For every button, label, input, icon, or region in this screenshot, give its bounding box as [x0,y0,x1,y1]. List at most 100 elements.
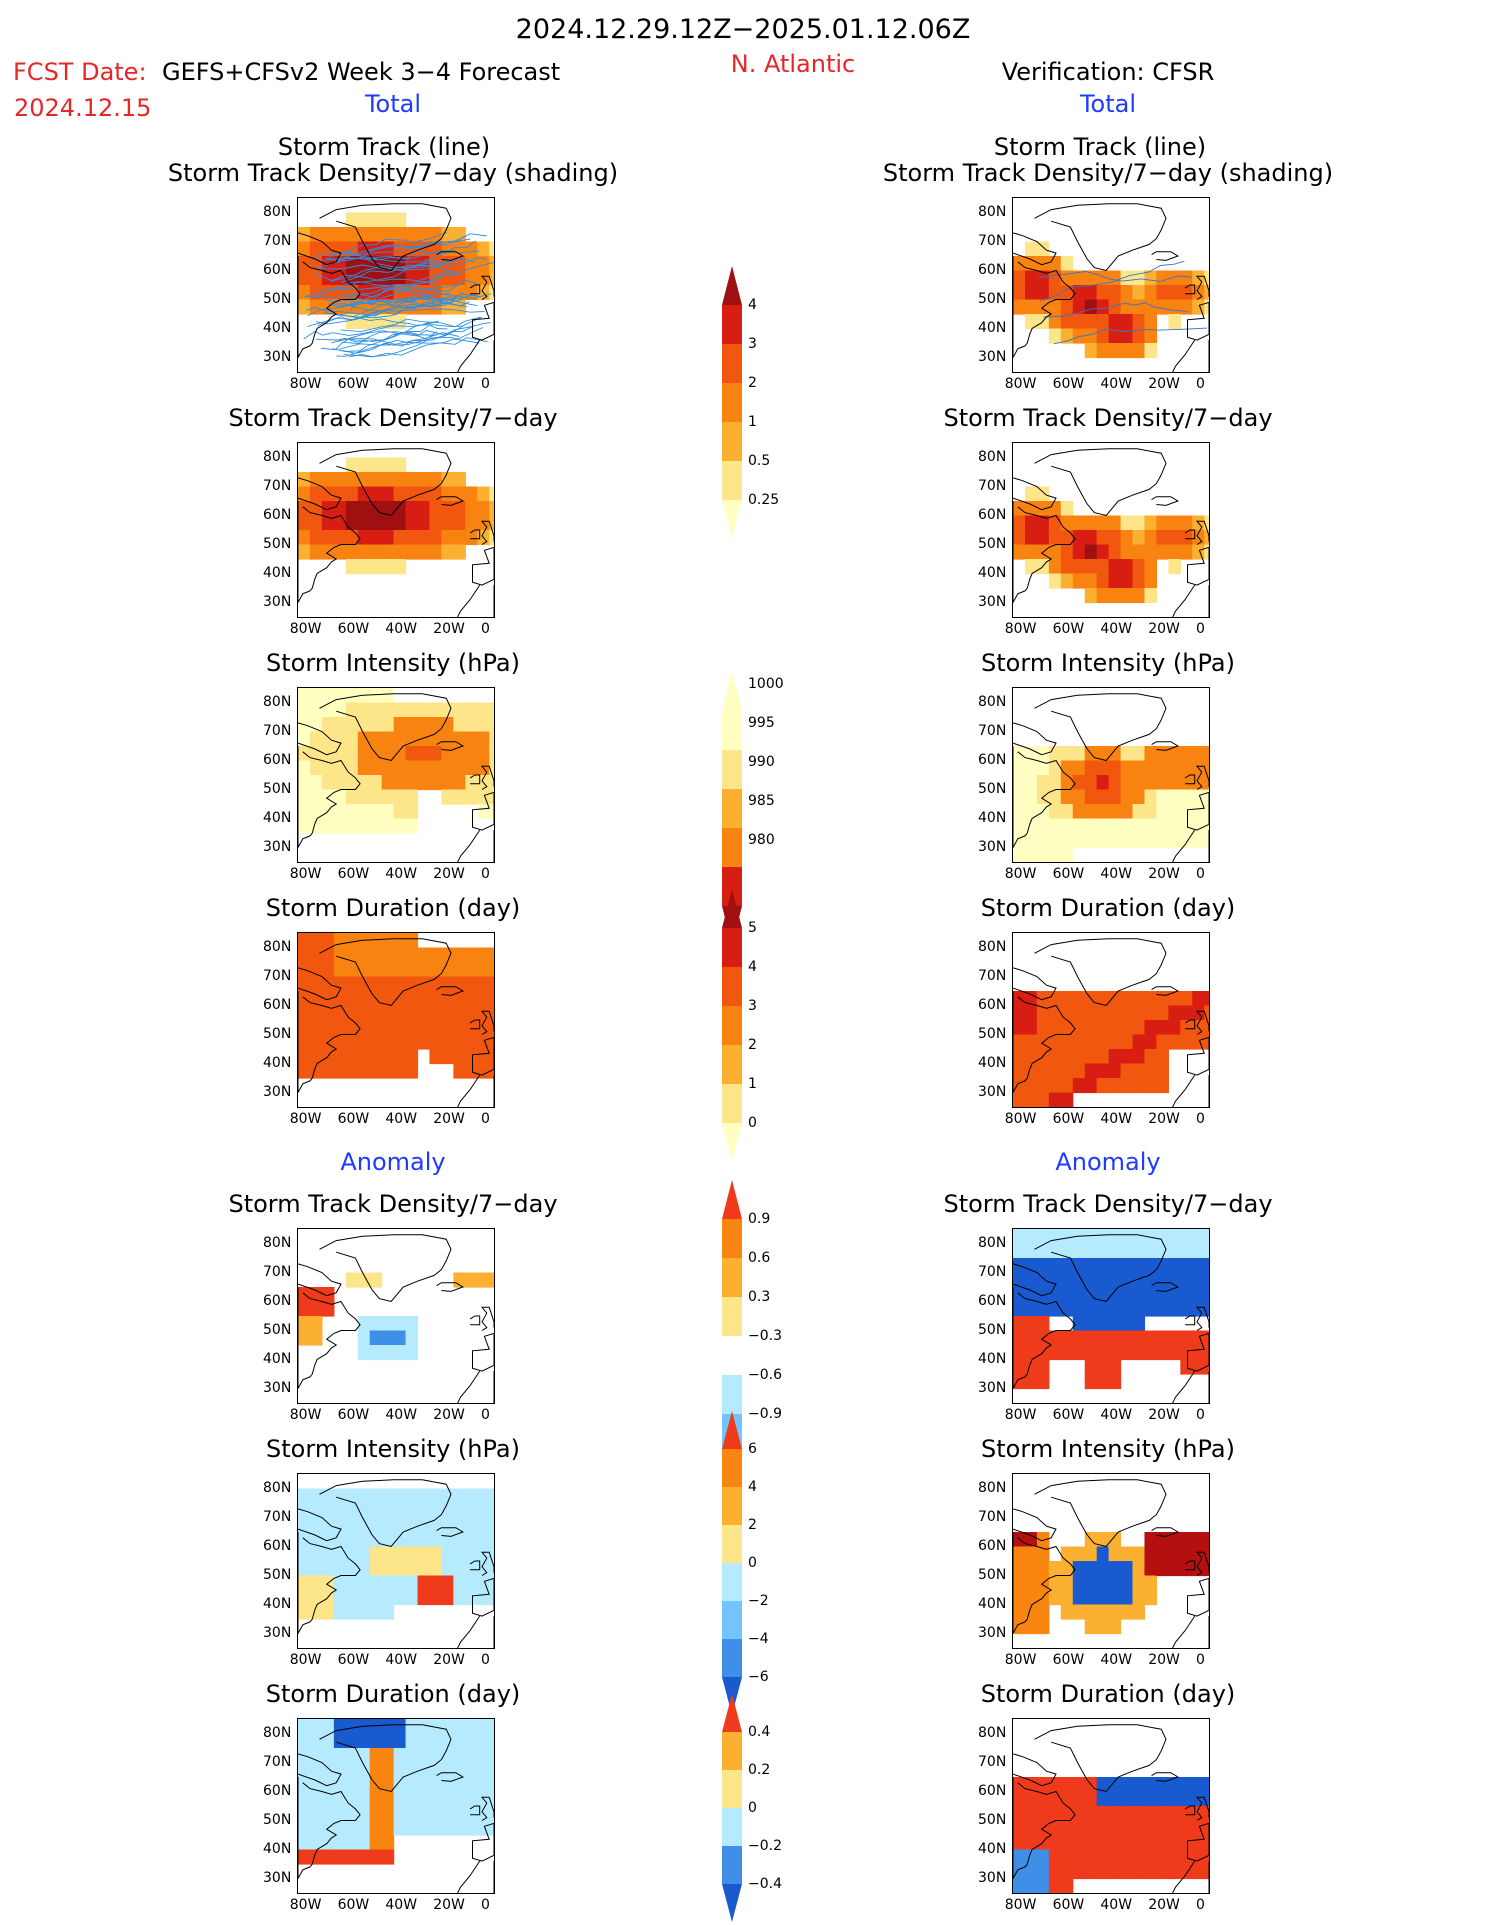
lat-tick-label: 50N [263,290,292,307]
grid-cell [405,1316,419,1332]
grid-cell [1168,1806,1181,1822]
coastline [480,275,494,300]
grid-cell [1132,515,1146,531]
grid-cell [1060,530,1074,546]
lon-tick-label: 20W [433,1407,465,1423]
panel-title-vf-duration: Storm Duration (day) [980,894,1236,922]
grid-cell [1120,544,1134,560]
grid-cell [1132,818,1146,834]
grid-cell [1036,1878,1050,1893]
grid-cell [441,1503,454,1519]
grid-cell [1132,1575,1146,1591]
grid-cell [381,1806,395,1822]
grid-cell [309,1791,323,1807]
grid-cell [321,775,335,791]
grid-cell [477,1532,490,1548]
lon-tick-label: 80W [289,866,322,882]
grid-cell [1108,1835,1122,1851]
grid-cell [405,1532,419,1548]
grid-cell [429,472,443,488]
grid-cell [441,962,454,978]
grid-cell [1168,530,1181,546]
storm-track-line [348,338,480,358]
grid-cell [333,1517,347,1533]
grid-cell [309,1034,323,1050]
grid-cell [429,717,443,733]
grid-cell [345,1777,359,1793]
lon-tick-label: 80W [1004,1897,1037,1913]
grid-cell [357,1575,371,1591]
grid-cell [369,270,383,286]
grid-cell [1168,1864,1181,1880]
grid-cell [333,1034,347,1050]
coastline [1195,1796,1209,1821]
grid-cell [321,746,335,762]
grid-cell [1024,746,1038,762]
grid-cell [357,1020,371,1036]
grid-cell [309,746,323,762]
lat-tick-label: 40N [978,564,1007,581]
grid-cell [405,1005,419,1021]
lat-tick-label: 60N [978,751,1007,768]
lon-tick-label: 40W [1100,866,1133,882]
grid-cell [1108,1301,1122,1317]
grid-cell [1096,515,1110,531]
grid-cell [1036,1374,1050,1390]
grid-cell [1048,544,1062,560]
grid-cell [1060,1604,1074,1620]
grid-cell [393,717,407,733]
lon-tick-label: 0 [1196,1897,1205,1913]
grid-cell [1084,1546,1098,1562]
grid-cell [1156,991,1169,1007]
grid-cell [1024,285,1038,301]
colorbar-segment [722,1601,742,1639]
grid-cell [1108,1604,1122,1620]
lon-tick-label: 80W [289,1897,322,1913]
grid-cell [357,559,371,575]
grid-cell [1108,285,1122,301]
grid-cell [1168,515,1181,531]
colorbar-segment [722,828,742,867]
grid-cell [1180,1229,1193,1245]
grid-cell [1024,804,1038,820]
coastline [436,251,465,261]
grid-cell [381,1503,395,1519]
map-svg-fc-duration [298,933,494,1107]
coastline [319,1479,452,1548]
grid-cell [1120,991,1134,1007]
grid-cell [1024,1092,1038,1107]
grid-cell [1013,1301,1026,1317]
grid-cell [369,1791,383,1807]
grid-cell [441,1762,454,1778]
grid-cell [1072,1575,1086,1591]
grid-cell [321,1719,335,1735]
lat-tick-label: 80N [978,203,1007,220]
grid-cell [1180,1806,1193,1822]
grid-cell [309,1835,323,1851]
coastline [469,1315,481,1326]
coastline [457,1074,494,1107]
grid-cell [405,1330,419,1346]
grid-cell [1168,270,1181,286]
lat-tick-label: 70N [978,722,1007,739]
grid-cell [1204,1005,1209,1021]
grid-cell [1048,789,1062,805]
grid-cell [333,1748,347,1764]
grid-cell [381,1748,395,1764]
grid-cell [477,486,490,502]
grid-cell [369,1049,383,1065]
grid-cell [1013,789,1026,805]
grid-cell [1180,789,1193,805]
grid-cell [1013,1359,1026,1375]
grid-cell [1084,818,1098,834]
grid-cell [381,688,395,704]
grid-cell [1120,1301,1134,1317]
grid-cell [345,212,359,228]
grid-cell [1072,328,1086,344]
grid-cell [1048,501,1062,517]
grid-cell [1048,256,1062,272]
grid-cell [1156,804,1169,820]
grid-cell [381,1561,395,1577]
grid-cell [453,1020,466,1036]
grid-cell [345,486,359,502]
